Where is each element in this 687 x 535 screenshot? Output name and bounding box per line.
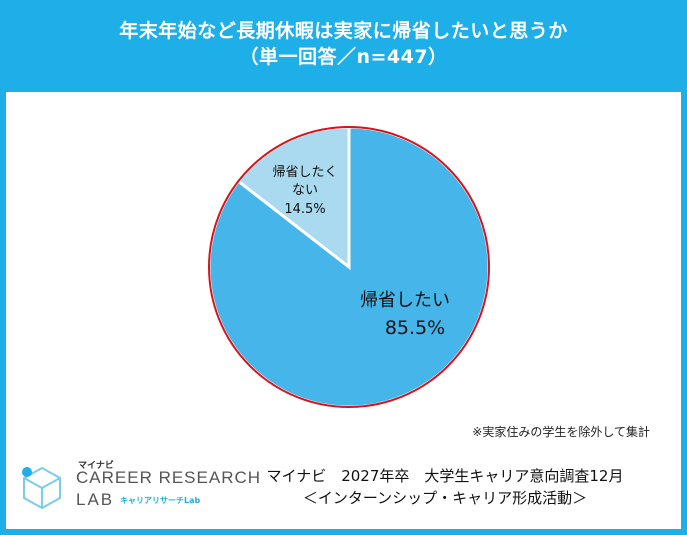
logo-lab: LAB	[76, 490, 115, 509]
chart-subtitle: （単一回答／n=447）	[239, 46, 448, 68]
chart-title: 年末年始など長期休暇は実家に帰省したいと思うか	[119, 20, 568, 42]
title-banner: 年末年始など長期休暇は実家に帰省したいと思うか （単一回答／n=447）	[6, 6, 681, 92]
logo-subtitle: キャリアリサーチLab	[120, 496, 201, 505]
pie-outline	[208, 126, 490, 408]
slice-value-kisei-shitakunai: 14.5%	[284, 202, 325, 217]
survey-source: マイナビ 2027年卒 大学生キャリア意向調査12月 ＜インターンシップ・キャリ…	[230, 465, 660, 509]
source-line-1: マイナビ 2027年卒 大学生キャリア意向調査12月	[266, 467, 624, 485]
career-research-lab-logo: マイナビ CAREER RESEARCH LAB キャリアリサーチLab	[18, 458, 260, 514]
source-line-2: ＜インターンシップ・キャリア形成活動＞	[302, 489, 588, 507]
slice-label-kisei-shitakunai-line2: ない	[292, 183, 318, 198]
slice-label-kisei-shitakunai-line1: 帰省したく	[272, 164, 337, 180]
cube-logo-icon	[22, 466, 61, 510]
logo-brand: マイナビ	[78, 461, 114, 471]
logo-career-research: CAREER RESEARCH	[76, 468, 262, 487]
slice-value-kisei-shitai: 85.5%	[385, 317, 445, 339]
slice-label-kisei-shitai: 帰省したい	[360, 290, 450, 311]
footnote: ※実家住みの学生を除外して集計	[472, 425, 650, 439]
